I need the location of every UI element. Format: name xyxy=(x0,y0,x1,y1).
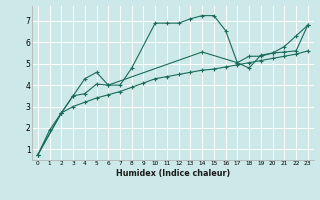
X-axis label: Humidex (Indice chaleur): Humidex (Indice chaleur) xyxy=(116,169,230,178)
